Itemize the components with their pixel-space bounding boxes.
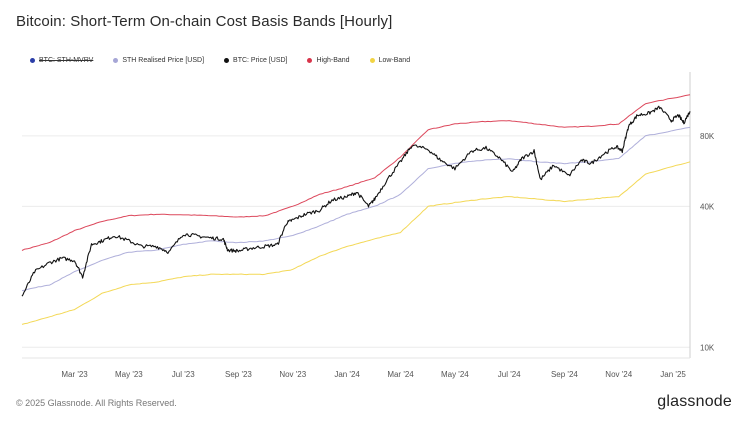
legend-item-2[interactable]: BTC: Price [USD]: [224, 57, 287, 64]
legend-label: BTC: Price [USD]: [233, 57, 288, 64]
x-tick-label-4: Nov '23: [279, 370, 306, 379]
series-line-1: [21, 126, 691, 292]
x-tick-label-7: May '24: [441, 370, 469, 379]
x-tick-label-6: Mar '24: [387, 370, 414, 379]
series-line-2: [21, 161, 691, 325]
x-tick-label-3: Sep '23: [225, 370, 252, 379]
legend-item-1[interactable]: STH Realised Price [USD]: [113, 57, 204, 64]
legend-swatch-icon: [30, 58, 35, 63]
x-tick-label-10: Nov '24: [605, 370, 632, 379]
series-line-3: [21, 105, 691, 297]
legend-label: BTC: STH-MVRV: [39, 57, 94, 64]
legend-swatch-icon: [113, 58, 119, 63]
legend-label: Low-Band: [378, 57, 411, 64]
x-tick-label-9: Sep '24: [551, 370, 578, 379]
chart-legend: BTC: STH-MVRV STH Realised Price [USD] BTC…: [30, 57, 430, 64]
legend-label: High-Band: [316, 57, 350, 64]
legend-item-4[interactable]: Low-Band: [369, 57, 411, 64]
y-tick-label-2: 80K: [700, 132, 715, 141]
legend-swatch-icon: [224, 58, 230, 63]
x-tick-label-2: Jul '23: [172, 370, 195, 379]
brand-logo: glassnode: [657, 393, 732, 410]
legend-label: STH Realised Price [USD]: [122, 57, 205, 64]
legend-swatch-icon: [307, 58, 313, 63]
chart-title: Bitcoin: Short-Term On-chain Cost Basis …: [16, 13, 393, 30]
x-tick-label-5: Jan '24: [334, 370, 360, 379]
x-tick-label-1: May '23: [115, 370, 143, 379]
x-tick-label-8: Jul '24: [498, 370, 521, 379]
series-line-0: [21, 94, 691, 251]
y-tick-label-0: 10K: [700, 343, 715, 352]
copyright-footer: © 2025 Glassnode. All Rights Reserved.: [16, 398, 177, 408]
legend-swatch-icon: [369, 58, 375, 63]
x-tick-label-0: Mar '23: [61, 370, 88, 379]
y-tick-label-1: 40K: [700, 202, 715, 211]
legend-item-3[interactable]: High-Band: [307, 57, 350, 64]
legend-item-0[interactable]: BTC: STH-MVRV: [30, 57, 93, 64]
x-tick-label-11: Jan '25: [660, 370, 686, 379]
